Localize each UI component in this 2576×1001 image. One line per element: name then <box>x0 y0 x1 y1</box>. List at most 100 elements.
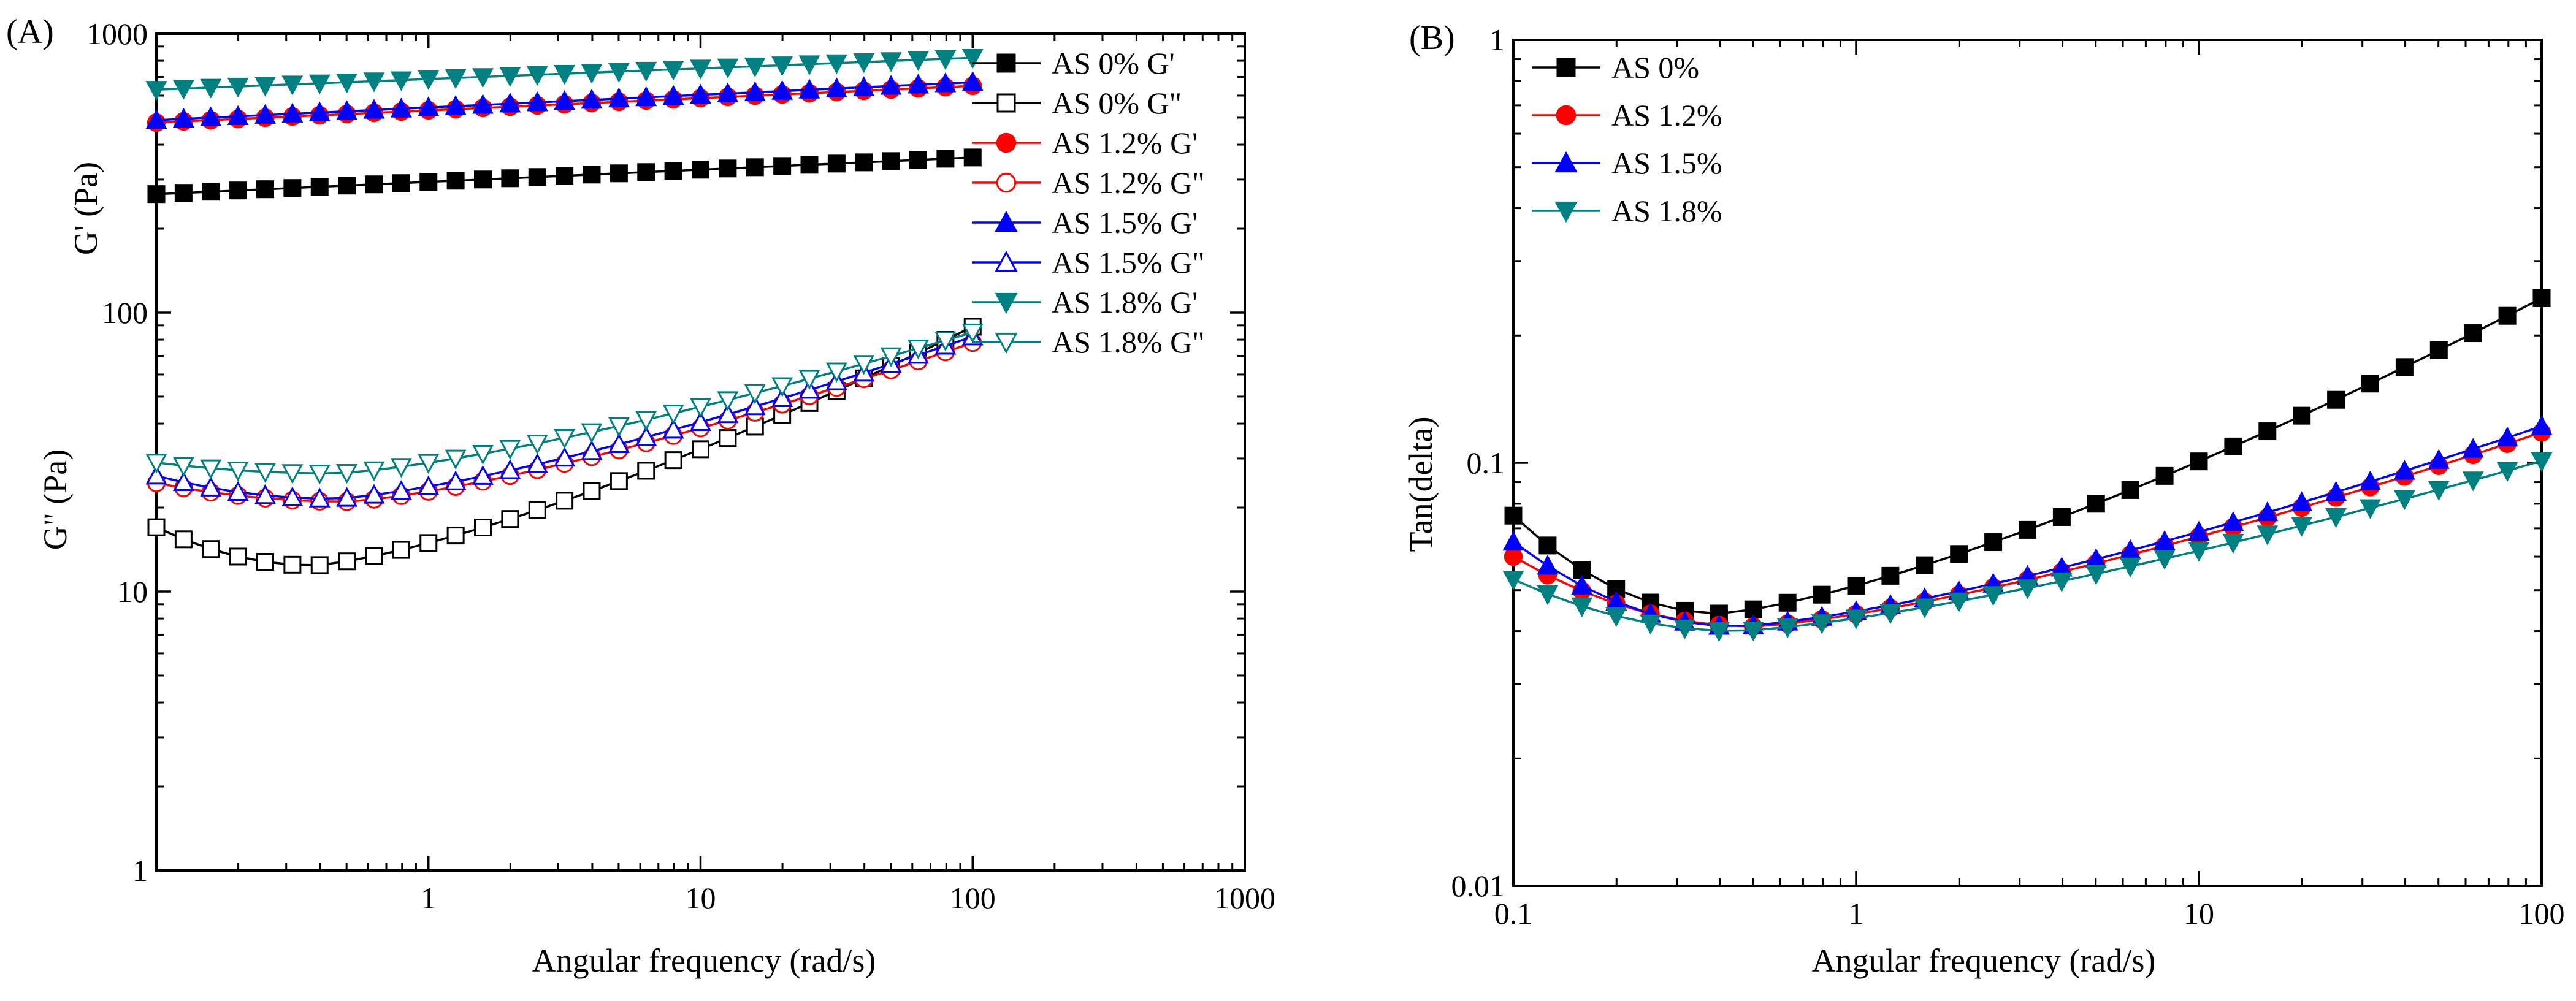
panel-a-data-point <box>773 157 792 175</box>
panel-b-legend-marker <box>1554 151 1578 173</box>
panel-b-data-point <box>2222 533 2244 554</box>
panel-b-data-point <box>2429 341 2448 359</box>
panel-a-legend-marker <box>996 132 1017 153</box>
panel-a-data-point <box>254 77 276 97</box>
panel-a-series-as-1-5-g <box>145 325 984 508</box>
panel-a-data-point <box>310 178 329 196</box>
panel-a-data-point <box>308 74 331 94</box>
panel-a-data-point <box>336 487 358 507</box>
panel-b-legend-label: AS 1.5% <box>1611 146 1722 180</box>
panel-a-data-point <box>637 462 655 480</box>
panel-a-data-point <box>880 52 902 72</box>
panel-b-legend-label: AS 1.2% <box>1611 98 1722 132</box>
panel-a-series-as-1-8-g <box>145 323 984 485</box>
panel-a-data-point <box>961 71 984 91</box>
panel-b-data-point <box>2496 462 2518 482</box>
panel-b-data-point <box>2532 289 2551 307</box>
panel-a-data-point <box>227 462 249 482</box>
panel-a-data-point <box>798 370 820 390</box>
panel-a-data-point <box>202 540 220 558</box>
panel-a-data-point <box>610 472 628 490</box>
panel-b-data-point <box>2087 495 2105 513</box>
panel-a-data-point <box>446 527 465 545</box>
panel-a-data-point <box>283 179 302 197</box>
panel-a-data-point <box>608 63 630 83</box>
panel-a-data-point <box>608 87 630 108</box>
panel-a-data-point <box>690 398 711 418</box>
panel-b-x-tick-label: 0.1 <box>1494 896 1533 931</box>
panel-a-data-point <box>200 459 222 479</box>
panel-a-data-point <box>637 163 655 181</box>
panel-a-data-point <box>526 453 548 473</box>
panel-a-data-point <box>446 172 465 190</box>
panel-b-data-point <box>1984 533 2003 552</box>
panel-a-data-point <box>363 72 385 93</box>
panel-a-series-line <box>156 335 973 500</box>
panel-a-data-point <box>365 547 383 565</box>
panel-a-data-point <box>771 56 793 77</box>
panel-b-data-point <box>2050 572 2073 593</box>
panel-b-legend-label: AS 0% <box>1611 50 1699 85</box>
panel-b-data-point <box>1778 593 1797 612</box>
panel-a-x-tick-label: 100 <box>950 881 996 915</box>
panel-a-y-tick-label: 100 <box>102 295 148 330</box>
panel-a-data-point <box>418 96 440 116</box>
panel-a-data-point <box>499 459 521 479</box>
panel-a-data-point <box>936 150 955 168</box>
panel-a-data-point <box>798 55 820 75</box>
panel-a-data-point <box>363 99 385 119</box>
panel-a-data-point <box>744 384 766 405</box>
panel-b-data-point <box>1845 609 1867 630</box>
panel-a-data-point <box>635 61 657 82</box>
panel-b-data-point <box>2325 508 2347 528</box>
panel-b-data-point <box>1776 618 1798 639</box>
panel-a-data-point <box>256 180 274 199</box>
panel-a-data-point <box>308 101 331 121</box>
panel-b-data-point <box>2017 579 2038 599</box>
panel-b-y-title: Tan(delta) <box>1402 416 1439 552</box>
panel-a-data-point <box>963 148 982 167</box>
panel-a-data-point <box>719 429 737 447</box>
panel-b-data-point <box>2224 437 2242 455</box>
panel-a-data-point <box>390 479 412 500</box>
panel-a-data-point <box>581 423 603 443</box>
panel-a-data-point <box>281 464 304 484</box>
panel-a-data-point <box>554 89 576 110</box>
panel-a-data-point <box>880 75 902 95</box>
panel-a-legend-item: AS 1.2% G' <box>972 126 1198 160</box>
panel-b-data-point <box>1879 604 1901 625</box>
panel-b-data-point <box>2121 481 2139 499</box>
panel-a-label: (A) <box>6 13 54 51</box>
panel-a-data-point <box>662 405 684 425</box>
panel-b-legend-item: AS 1.8% <box>1532 194 1722 228</box>
panel-b-data-point <box>2393 460 2415 480</box>
panel-a-data-point <box>934 50 957 70</box>
panel-b-legend-item: AS 1.2% <box>1532 98 1722 132</box>
panel-a-data-point <box>281 75 304 96</box>
panel-b-x-tick-label: 1 <box>1849 896 1864 931</box>
panel-a-data-point <box>419 173 438 191</box>
panel-b-data-point <box>2360 499 2381 519</box>
panel-b-data-point <box>2360 470 2381 490</box>
panel-a-data-point <box>583 482 601 500</box>
panel-a-data-point <box>744 395 766 416</box>
panel-a-legend-label: AS 1.2% G" <box>1052 166 1205 200</box>
panel-b-y-tick-label: 0.01 <box>1451 869 1505 903</box>
panel-a-legend-label: AS 1.5% G' <box>1052 205 1198 240</box>
panel-a-legend-marker <box>995 210 1018 232</box>
panel-a-legend-marker <box>995 250 1018 272</box>
panel-a-data-point <box>825 362 847 383</box>
panel-b-data-point <box>2393 490 2415 511</box>
panel-b-data-point <box>2293 406 2311 425</box>
panel-a-legend-item: AS 1.5% G' <box>972 205 1198 240</box>
panel-a-data-point <box>583 166 601 184</box>
panel-a-data-point <box>174 184 193 202</box>
panel-a-data-point <box>882 152 900 170</box>
panel-a-data-point <box>608 417 630 438</box>
panel-a-data-point <box>145 81 167 101</box>
panel-a-legend-label: AS 1.2% G' <box>1052 126 1198 160</box>
panel-a-data-point <box>908 340 929 360</box>
panel-b-data-point <box>2462 471 2484 492</box>
panel-a-legend: AS 0% G' AS 0% G" AS 1.2% G' AS 1.2% G" AS 1… <box>972 46 1205 359</box>
panel-a-legend-marker <box>996 93 1016 113</box>
